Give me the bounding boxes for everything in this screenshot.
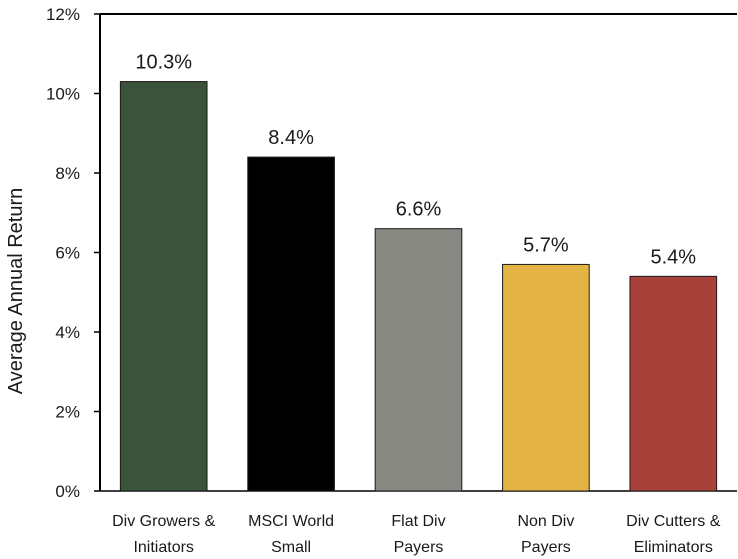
category-label-line: Div Growers &	[112, 513, 215, 530]
category-label: Div Growers & Initiators	[112, 513, 215, 556]
y-tick-label: 12%	[46, 5, 80, 24]
bars	[120, 82, 716, 491]
data-label: 10.3%	[135, 52, 192, 74]
y-tick-label: 6%	[55, 244, 80, 263]
category-labels: Div Growers & Initiators MSCI World Small Fl…	[112, 513, 721, 556]
data-label: 6.6%	[396, 199, 442, 221]
category-label: Flat Div Payers	[391, 513, 445, 556]
y-axis-ticks: 0% 2% 4% 6% 8% 10% 12%	[46, 5, 100, 501]
bar	[503, 264, 590, 491]
data-label: 5.7%	[523, 234, 569, 256]
category-label-line: Div Cutters &	[626, 513, 721, 530]
category-label-line: Payers	[394, 539, 444, 556]
category-label-line: Eliminators	[634, 539, 713, 556]
category-label-line: Payers	[521, 539, 571, 556]
category-label: Div Cutters & Eliminators	[626, 513, 721, 556]
category-label-line: Non Div	[517, 513, 574, 530]
y-axis-title: Average Annual Return	[5, 188, 27, 394]
category-label-line: MSCI World	[248, 513, 334, 530]
category-label: Non Div Payers	[517, 513, 574, 556]
y-tick-label: 8%	[55, 164, 80, 183]
y-tick-label: 4%	[55, 323, 80, 342]
bar	[248, 157, 335, 491]
bar	[375, 229, 462, 491]
y-tick-label: 0%	[55, 482, 80, 501]
bar	[630, 276, 717, 491]
y-tick-label: 2%	[55, 403, 80, 422]
bar	[120, 82, 207, 491]
category-label-line: Small	[271, 539, 311, 556]
category-label-line: Initiators	[133, 539, 193, 556]
category-label: MSCI World Small	[248, 513, 334, 556]
data-label: 8.4%	[268, 127, 314, 149]
category-label-line: Flat Div	[391, 513, 445, 530]
y-tick-label: 10%	[46, 85, 80, 104]
data-label: 5.4%	[651, 246, 697, 268]
